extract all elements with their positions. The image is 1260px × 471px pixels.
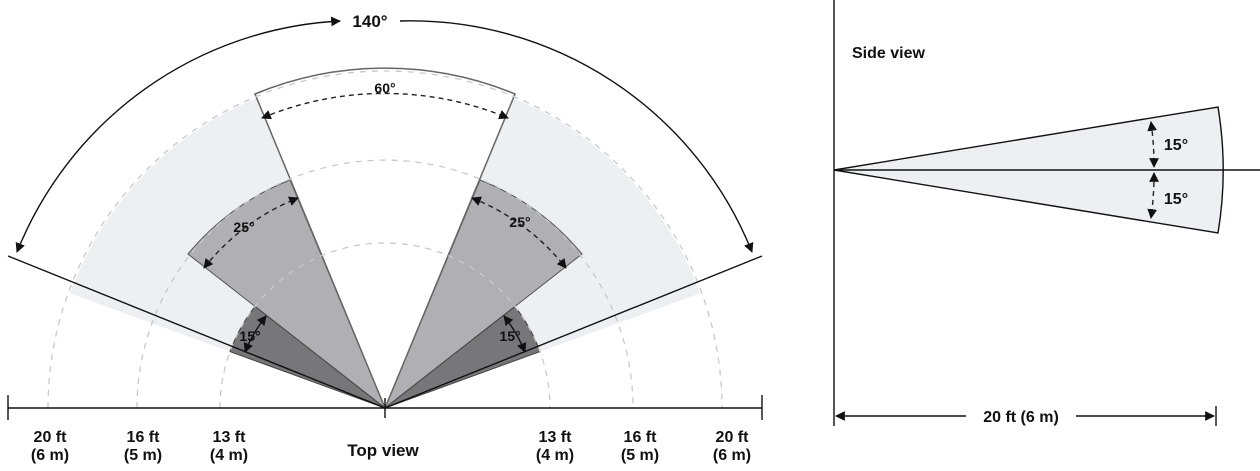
angle-label-15-left: 15° [239, 328, 260, 344]
scale-labels-left: 20 ft (6 m) 16 ft (5 m) 13 ft (4 m) [31, 429, 248, 464]
scale-label-6m-right: (6 m) [713, 447, 751, 464]
arc-15-left [243, 315, 267, 353]
arc-25-left [203, 196, 299, 269]
side-view: Side view 15° 15° 20 ft (6 m) [833, 0, 1260, 426]
boundary-line-right [384, 255, 763, 409]
scale-label-20ft-right: 20 ft [716, 429, 750, 446]
scale-label-20ft-left: 20 ft [34, 429, 68, 446]
side-arc-down [1147, 172, 1159, 219]
top-scale-bar [7, 395, 763, 420]
top-view-caption: Top view [347, 441, 419, 460]
scale-label-13ft-left: 13 ft [213, 429, 247, 446]
angle-label-15-right: 15° [499, 328, 520, 344]
scale-label-5m-left: (5 m) [124, 447, 162, 464]
scale-label-4m-right: (4 m) [536, 447, 574, 464]
scale-labels-right: 13 ft (4 m) 16 ft (5 m) 20 ft (6 m) [536, 429, 751, 464]
arc-60 [261, 92, 509, 120]
scale-label-16ft-right: 16 ft [624, 429, 658, 446]
angle-label-140: 140° [352, 12, 387, 31]
side-angle-label-up: 15° [1164, 137, 1188, 154]
range-guides [47, 70, 723, 409]
side-distance-label: 20 ft (6 m) [983, 409, 1059, 426]
angle-label-25-right: 25° [509, 214, 530, 230]
angle-label-60: 60° [374, 80, 395, 96]
arc-140-right [399, 20, 754, 253]
angle-label-25-left: 25° [233, 219, 254, 235]
side-arc-up [1147, 121, 1159, 168]
scale-label-6m-left: (6 m) [31, 447, 69, 464]
arc-140 [15, 16, 341, 253]
side-angle-label-down: 15° [1164, 191, 1188, 208]
side-view-title: Side view [852, 45, 925, 62]
arc-15-right [503, 315, 527, 353]
scale-label-5m-right: (5 m) [621, 447, 659, 464]
top-view: 140° 60° 25° 25° 15° 15° 20 ft (6 m) 16 … [7, 10, 763, 464]
side-distance-bar [835, 406, 1217, 426]
scale-label-4m-left: (4 m) [210, 447, 248, 464]
boundary-line-left [7, 255, 386, 409]
arc-25-right [471, 196, 567, 269]
scale-label-13ft-right: 13 ft [539, 429, 573, 446]
scale-label-16ft-left: 16 ft [127, 429, 161, 446]
